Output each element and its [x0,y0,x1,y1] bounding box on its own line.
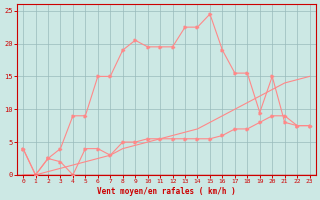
X-axis label: Vent moyen/en rafales ( km/h ): Vent moyen/en rafales ( km/h ) [97,187,236,196]
